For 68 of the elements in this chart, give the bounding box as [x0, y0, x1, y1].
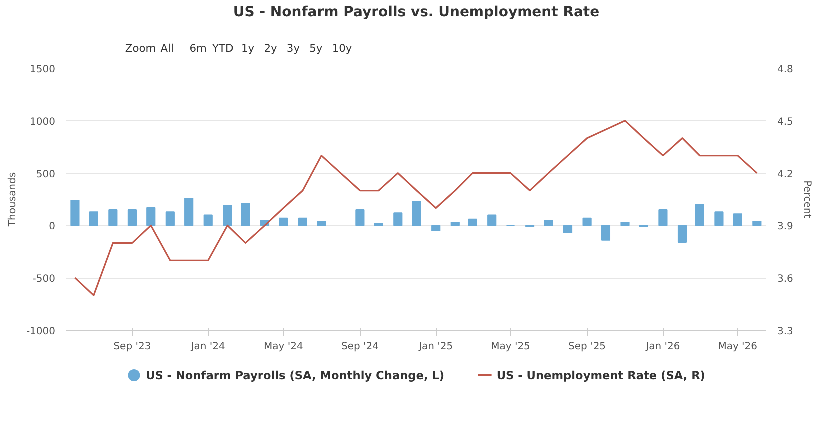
x-tick-label: May '25	[491, 342, 530, 352]
y-tick-label: 1500	[30, 64, 56, 76]
y-axis-title: Thousands	[7, 172, 18, 228]
y2-tick-label: 4.5	[778, 116, 794, 128]
y2-tick-label: 3.3	[778, 326, 794, 338]
bar	[678, 225, 688, 243]
legend-label: US - Nonfarm Payrolls (SA, Monthly Change, L)	[146, 368, 445, 382]
x-tick-label: May '26	[718, 342, 758, 352]
bar	[714, 212, 724, 226]
bar	[695, 204, 704, 226]
bar	[356, 209, 365, 226]
text: All	[160, 42, 174, 55]
bar	[223, 205, 232, 226]
y-tick-label: 1000	[30, 116, 56, 128]
x-tick-label: May '24	[264, 342, 304, 352]
bar	[184, 198, 194, 226]
bar	[146, 207, 156, 226]
legend-label: US - Unemployment Rate (SA, R)	[496, 368, 706, 382]
y-tick-label: 0	[49, 222, 56, 233]
bar	[279, 218, 288, 226]
y2-tick-label: 4.8	[778, 64, 794, 76]
y-tick-label: 500	[36, 169, 56, 180]
x-tick-label: Jan '25	[418, 342, 454, 352]
bar	[601, 225, 611, 241]
bar	[468, 218, 478, 226]
x-tick-label: Sep '25	[568, 342, 606, 352]
text: 6m	[190, 42, 207, 55]
y-tick-label: -500	[32, 274, 56, 286]
bar	[544, 220, 554, 226]
bar	[70, 200, 80, 226]
bar	[733, 214, 742, 226]
bar	[563, 225, 573, 234]
x-tick-label: Sep '23	[114, 342, 152, 352]
y-tick-label: -1000	[26, 326, 56, 338]
bar	[450, 222, 460, 226]
bar	[241, 203, 250, 226]
chart-title: US - Nonfarm Payrolls vs. Unemployment Rate	[233, 4, 600, 20]
line-series	[74, 120, 758, 296]
bar	[128, 209, 137, 226]
bar	[298, 218, 308, 226]
text: 10y	[332, 42, 352, 55]
text: 2y	[264, 42, 278, 55]
bar	[752, 221, 762, 226]
y2-tick-label: 3.6	[778, 274, 794, 286]
text: Zoom	[125, 42, 156, 55]
bar	[204, 214, 213, 226]
bar	[582, 218, 592, 226]
bar	[432, 225, 441, 232]
y2-axis-title: Percent	[801, 180, 812, 218]
bar	[394, 212, 403, 226]
x-tick-label: Jan '24	[190, 342, 226, 352]
bar	[620, 222, 630, 226]
bar	[317, 221, 326, 226]
y2-tick-label: 4.2	[778, 169, 794, 180]
bar	[89, 212, 98, 226]
text: YTD	[211, 42, 234, 55]
bar	[166, 212, 175, 226]
x-tick-label: Sep '24	[341, 342, 379, 352]
text: 1y	[242, 42, 255, 55]
text: 3y	[286, 42, 300, 55]
bar	[658, 209, 668, 226]
text: 5y	[310, 42, 323, 55]
y2-tick-label: 3.9	[778, 222, 794, 233]
bar	[374, 223, 384, 226]
bar	[412, 201, 422, 226]
bar	[108, 209, 118, 226]
x-tick-label: Jan '26	[645, 342, 680, 352]
bar	[488, 214, 497, 226]
